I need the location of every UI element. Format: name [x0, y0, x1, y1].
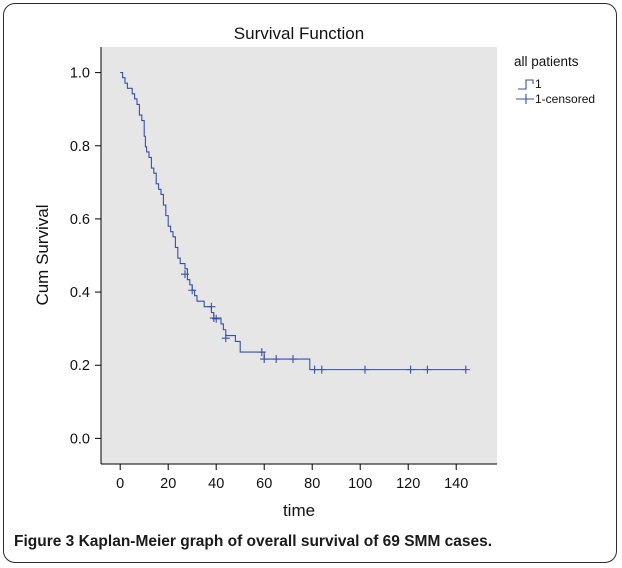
censored-marker: [272, 355, 281, 364]
axes: [100, 47, 497, 465]
y-tick-label: 0.6: [70, 212, 90, 228]
figure-label: Figure 3: [14, 533, 75, 550]
censored-marker: [310, 365, 319, 374]
legend-title: all patients: [514, 54, 579, 69]
censored-marker: [257, 348, 266, 357]
chart-title: Survival Function: [234, 24, 364, 43]
figure-caption: Figure 3 Kaplan-Meier graph of overall s…: [14, 533, 614, 551]
censored-marker: [260, 355, 269, 364]
censored-marker: [221, 334, 230, 343]
y-tick-label: 0.4: [70, 285, 90, 301]
tick-labels: 0 20 40 60 80 100 120 140 0.0 0.2 0.4 0.6 0.8 1.0: [70, 66, 468, 492]
x-tick-label: 120: [396, 476, 420, 492]
plot-area: [101, 47, 497, 464]
censored-marker: [212, 314, 221, 323]
y-tick-label: 0.8: [70, 139, 90, 155]
x-tick-label: 40: [208, 476, 224, 492]
legend-label: 1: [535, 77, 542, 91]
y-tick-label: 1.0: [70, 66, 90, 82]
censored-marker: [406, 365, 415, 374]
legend: all patients 11-censored: [514, 54, 595, 106]
x-axis-label: time: [283, 501, 315, 520]
x-tick-label: 100: [348, 476, 372, 492]
x-tick-label: 0: [116, 476, 124, 492]
y-axis-label: Cum Survival: [33, 204, 52, 305]
censored-marker: [207, 302, 216, 311]
survival-step-line: [120, 72, 466, 371]
x-tick-label: 80: [304, 476, 320, 492]
legend-swatch-step: [518, 79, 534, 90]
censored-marker: [188, 286, 197, 295]
legend-swatch-censored: [516, 94, 534, 104]
x-tick-label: 20: [160, 476, 176, 492]
censored-marker: [423, 365, 432, 374]
survival-chart: Survival Function 0 20 40 60 80 100 120 1400.00…: [33, 24, 595, 520]
censored-marker: [289, 355, 297, 364]
x-tick-label: 60: [256, 476, 272, 492]
caption-text: Kaplan-Meier graph of overall survival o…: [78, 533, 493, 550]
censored-marker: [181, 270, 189, 279]
legend-label: 1-censored: [535, 92, 595, 106]
series-layer: [120, 72, 470, 374]
x-tick-label: 140: [444, 476, 468, 492]
y-tick-label: 0.2: [70, 358, 90, 374]
censored-marker: [317, 365, 326, 374]
y-tick-label: 0.0: [70, 431, 90, 447]
censored-marker: [461, 365, 470, 374]
censored-marker: [361, 365, 369, 374]
